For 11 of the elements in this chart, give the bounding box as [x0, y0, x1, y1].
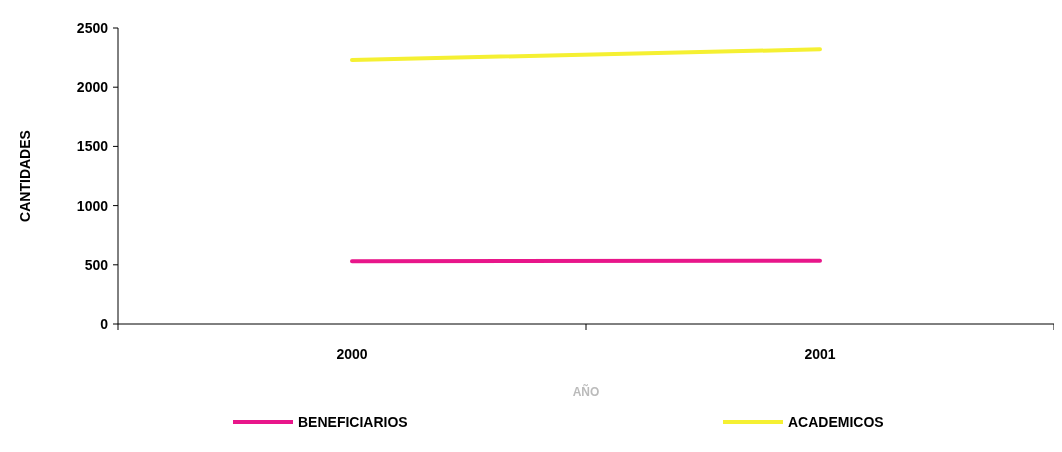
y-tick-label: 2000: [76, 79, 109, 96]
legend-label: ACADEMICOS: [788, 413, 884, 430]
y-tick-label: 0: [100, 315, 109, 332]
y-axis-title: CANTIDADES: [17, 130, 33, 222]
y-tick-label: 1000: [76, 197, 109, 214]
x-tick-label: 2001: [804, 346, 836, 362]
y-tick-label: 2500: [76, 19, 109, 36]
y-tick-label: 500: [84, 256, 109, 273]
y-tick-label: 1500: [76, 138, 109, 155]
legend-label: BENEFICIARIOS: [298, 413, 408, 430]
x-axis-title: AÑO: [572, 384, 600, 399]
